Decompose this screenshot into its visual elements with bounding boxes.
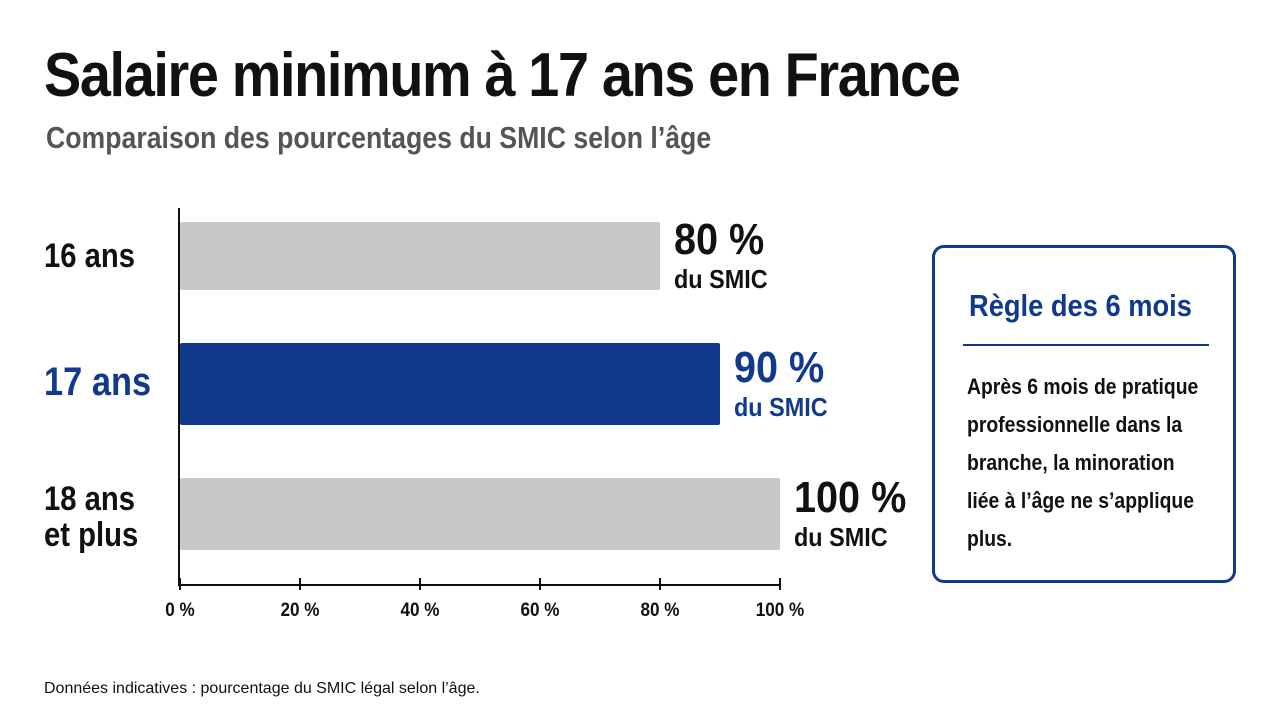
value-percent: 80 % — [674, 215, 765, 264]
value-unit: du SMIC — [734, 392, 828, 422]
category-label-line: 16 ans — [44, 237, 136, 275]
chart-subtitle: Comparaison des pourcentages du SMIC sel… — [46, 120, 712, 155]
rule-box-divider — [963, 344, 1209, 346]
category-label-line: et plus — [44, 516, 139, 554]
value-unit: du SMIC — [794, 522, 888, 552]
x-tick-label: 80 % — [640, 600, 680, 621]
value-percent: 90 % — [734, 343, 825, 392]
rule-box-title: Règle des 6 mois — [969, 288, 1192, 323]
x-axis-line — [178, 584, 780, 586]
category-label-1: 16 ans — [44, 238, 135, 274]
x-tick-label: 100 % — [755, 600, 805, 621]
bar-2 — [180, 343, 720, 425]
x-tick — [419, 578, 421, 590]
category-label-2: 17 ans — [44, 360, 152, 404]
bar-1 — [180, 222, 660, 290]
value-label-1: 80 % du SMIC — [674, 215, 778, 294]
x-tick-label: 0 % — [165, 600, 195, 621]
value-label-3: 100 % du SMIC — [794, 473, 919, 552]
x-tick — [299, 578, 301, 590]
x-tick — [659, 578, 661, 590]
x-tick — [539, 578, 541, 590]
rule-box-body: Après 6 mois de pratique professionnelle… — [967, 374, 1199, 551]
value-percent: 100 % — [794, 473, 907, 522]
chart-title: Salaire minimum à 17 ans en France — [44, 41, 961, 110]
y-axis-line — [178, 208, 180, 586]
category-label-line: 18 ans — [44, 480, 136, 518]
bar-3 — [180, 478, 780, 550]
category-label-line: 17 ans — [44, 360, 152, 404]
x-tick-label: 20 % — [280, 600, 320, 621]
x-tick-label: 40 % — [400, 600, 440, 621]
x-tick — [779, 578, 781, 590]
category-label-3: 18 ans et plus — [44, 481, 138, 553]
x-tick-label: 60 % — [520, 600, 560, 621]
x-tick — [179, 578, 181, 590]
value-unit: du SMIC — [674, 264, 768, 294]
rule-info-box: Règle des 6 mois Après 6 mois de pratiqu… — [932, 245, 1236, 583]
value-label-2: 90 % du SMIC — [734, 343, 838, 422]
footnote: Données indicatives : pourcentage du SMI… — [44, 680, 480, 697]
